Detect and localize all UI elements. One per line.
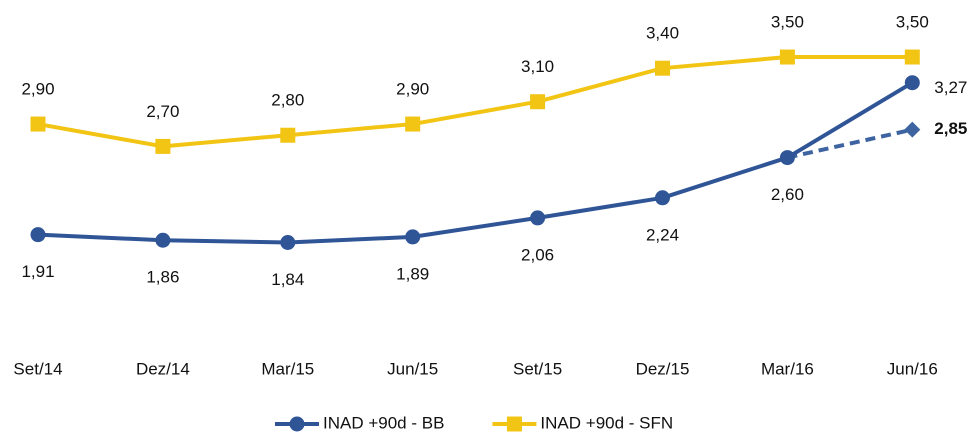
legend-label: INAD +90d - SFN xyxy=(540,413,673,432)
x-tick-label: Dez/15 xyxy=(636,359,690,378)
x-tick-label: Set/15 xyxy=(513,359,562,378)
x-tick-label: Set/14 xyxy=(13,359,62,378)
data-point xyxy=(155,232,171,248)
x-tick-label: Jun/15 xyxy=(387,359,438,378)
data-point xyxy=(30,227,46,243)
data-label: 2,90 xyxy=(21,80,54,99)
legend-marker xyxy=(289,416,305,432)
data-point xyxy=(530,94,546,110)
data-point xyxy=(655,60,670,76)
data-point xyxy=(779,150,795,166)
data-label: 3,10 xyxy=(521,57,554,76)
data-label: 2,70 xyxy=(146,102,179,121)
series-line xyxy=(37,55,913,149)
x-tick-label: Dez/14 xyxy=(136,359,190,378)
data-point xyxy=(405,116,421,132)
series-line xyxy=(786,127,913,160)
data-label: 1,86 xyxy=(146,268,179,287)
legend-label: INAD +90d - BB xyxy=(323,413,444,432)
data-point xyxy=(904,49,920,65)
data-point xyxy=(904,121,921,138)
data-label: 3,50 xyxy=(896,13,929,32)
data-label: 1,84 xyxy=(271,270,304,289)
x-tick-label: Mar/15 xyxy=(261,359,314,378)
data-label: 2,90 xyxy=(396,80,429,99)
data-point xyxy=(530,210,546,226)
data-label: 3,27 xyxy=(934,78,967,97)
data-label: 2,80 xyxy=(271,91,304,110)
legend-marker xyxy=(506,416,522,432)
data-point xyxy=(779,49,795,65)
data-point xyxy=(405,229,421,245)
x-tick-label: Mar/16 xyxy=(761,359,814,378)
data-point xyxy=(904,75,920,91)
data-label: 2,85 xyxy=(934,119,967,138)
data-point xyxy=(280,234,296,250)
data-point xyxy=(30,116,46,132)
data-point xyxy=(280,127,296,143)
data-label: 2,60 xyxy=(771,185,804,204)
series-line xyxy=(37,81,914,245)
data-point xyxy=(155,138,171,154)
data-label: 2,06 xyxy=(521,245,554,264)
data-label: 3,40 xyxy=(646,24,679,43)
data-label: 1,89 xyxy=(396,264,429,283)
data-point xyxy=(655,190,670,206)
x-tick-label: Jun/16 xyxy=(887,359,938,378)
data-label: 1,91 xyxy=(21,262,54,281)
data-label: 3,50 xyxy=(771,13,804,32)
data-label: 2,24 xyxy=(646,225,679,244)
